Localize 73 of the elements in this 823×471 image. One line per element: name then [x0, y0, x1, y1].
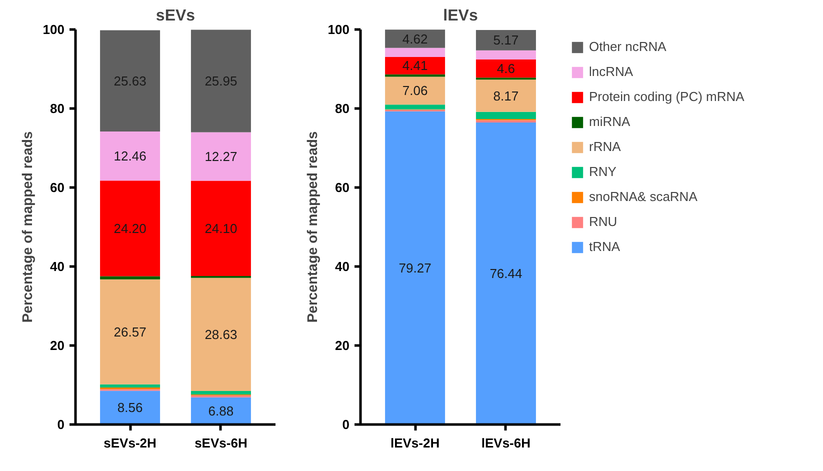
x-tick-label: lEVs-6H — [481, 436, 531, 450]
bar — [476, 80, 536, 112]
chart-title: lEVs — [443, 8, 478, 24]
y-tick-label: 40 — [50, 259, 65, 274]
data-label: 8.17 — [493, 88, 519, 104]
data-label: 5.17 — [493, 32, 519, 48]
bar — [190, 132, 251, 181]
data-label: 12.46 — [114, 148, 146, 164]
y-axis-title: Percentage of mapped reads — [304, 131, 320, 323]
bar — [385, 111, 446, 424]
x-tick-label: sEVs-2H — [104, 436, 156, 450]
bar — [476, 59, 536, 78]
data-label: 4.62 — [402, 31, 428, 46]
bar — [385, 76, 446, 105]
data-label: 24.20 — [114, 220, 146, 236]
legend-label: Protein coding (PC) mRNA — [589, 89, 744, 104]
legend-label: RNY — [589, 164, 616, 179]
data-label: 24.10 — [204, 220, 238, 236]
y-tick-label: 80 — [50, 101, 65, 116]
bar — [385, 56, 446, 74]
bar — [100, 384, 160, 388]
y-tick-label: 60 — [50, 180, 65, 195]
legend-label: snoRNA& scaRNA — [589, 189, 698, 204]
data-label: 12.27 — [204, 149, 238, 164]
data-label: 25.95 — [204, 74, 238, 89]
y-tick-label: 100 — [328, 22, 350, 37]
data-label: 4.6 — [496, 61, 515, 76]
y-tick-label: 40 — [335, 259, 350, 274]
bar — [100, 131, 160, 181]
x-tick-label: lEVs-2H — [390, 436, 440, 450]
legend-label: RNU — [589, 214, 618, 229]
data-label: 76.44 — [490, 266, 522, 282]
bar — [476, 30, 536, 50]
data-label: 4.41 — [402, 58, 428, 74]
bar — [190, 30, 251, 132]
data-label: 26.57 — [114, 324, 146, 340]
y-tick-label: 60 — [335, 180, 350, 195]
bar — [385, 104, 446, 110]
bar — [385, 74, 446, 77]
y-tick-label: 0 — [57, 417, 65, 432]
bar — [476, 50, 536, 60]
bar — [476, 122, 536, 424]
y-tick-label: 20 — [335, 338, 350, 353]
y-tick-label: 80 — [335, 101, 350, 116]
bar — [385, 30, 446, 48]
chart-title: sEVs — [156, 8, 196, 24]
legend-label: tRNA — [589, 239, 620, 254]
y-tick-label: 20 — [50, 338, 65, 353]
bar — [190, 278, 251, 392]
y-tick-label: 100 — [42, 22, 65, 37]
data-label: 7.06 — [402, 83, 428, 98]
data-label: 79.27 — [398, 260, 432, 276]
y-axis-title: Percentage of mapped reads — [18, 131, 35, 323]
bar — [190, 391, 251, 395]
data-label: 8.56 — [117, 400, 143, 416]
bar — [190, 180, 251, 276]
data-label: 28.63 — [204, 326, 238, 342]
legend-label: rRNA — [589, 139, 621, 154]
data-label: 25.63 — [114, 73, 146, 88]
legend-label: Other ncRNA — [589, 39, 666, 54]
bar — [385, 48, 446, 57]
bar — [100, 30, 160, 132]
bar — [100, 276, 160, 280]
data-label: 6.88 — [208, 403, 234, 418]
bar — [100, 180, 160, 276]
bar — [476, 112, 536, 120]
bar — [100, 279, 160, 384]
legend-label: lncRNA — [589, 64, 634, 79]
legend-label: miRNA — [589, 114, 630, 129]
bar — [476, 120, 536, 123]
y-tick-label: 0 — [342, 417, 350, 432]
bar — [100, 390, 160, 424]
x-tick-label: sEVs-6H — [194, 436, 248, 450]
